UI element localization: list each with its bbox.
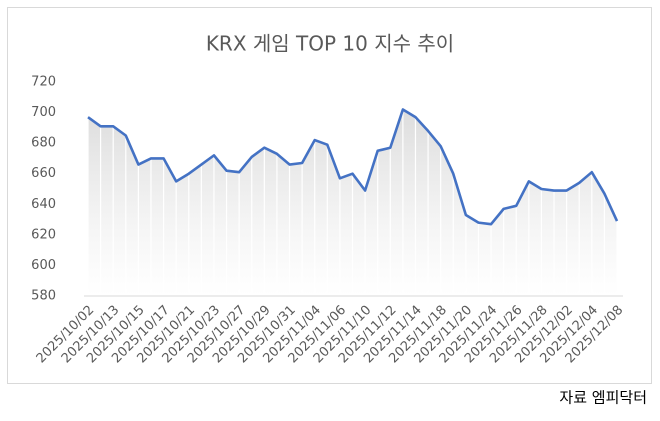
line-series [87, 108, 619, 226]
y-tick-label: 660 [31, 166, 56, 181]
y-tick-label: 640 [31, 197, 56, 212]
y-tick-label: 700 [31, 105, 56, 120]
source-note: 자료 엠피닥터 [559, 389, 647, 407]
y-tick-label: 600 [31, 258, 56, 273]
y-tick-label: 620 [31, 227, 56, 242]
chart-title: KRX 게임 TOP 10 지수 추이 [206, 32, 454, 56]
y-tick-label: 720 [31, 75, 56, 90]
y-tick-label: 580 [31, 289, 56, 304]
y-tick-label: 680 [31, 136, 56, 151]
